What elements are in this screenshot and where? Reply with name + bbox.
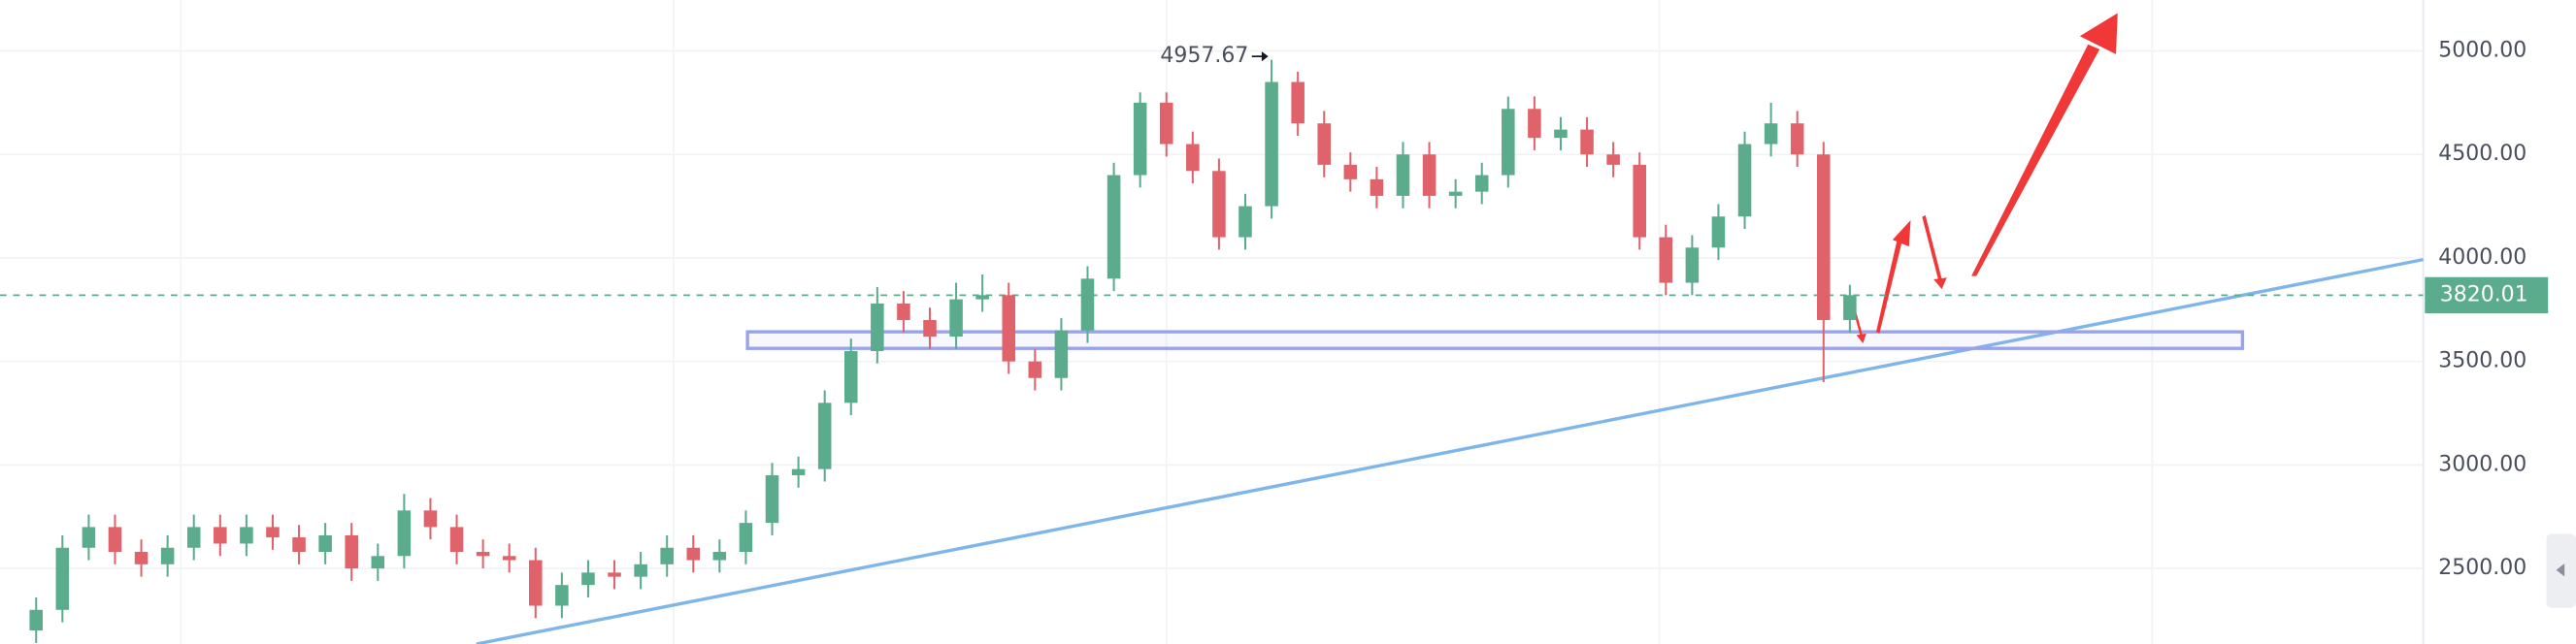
candle-body <box>1396 154 1410 196</box>
candle-body <box>1711 216 1726 248</box>
arrow-head <box>1933 277 1947 290</box>
candle-body <box>1448 191 1463 196</box>
candle-body <box>318 534 332 553</box>
last-price-label: 3820.01 <box>2440 282 2528 306</box>
candle-body <box>923 319 937 338</box>
candle-body <box>843 350 858 403</box>
last-price-box <box>2425 276 2549 313</box>
candle-body <box>1790 123 1804 155</box>
candle-body <box>345 534 358 569</box>
candle-body <box>55 547 70 610</box>
candle-body <box>1528 109 1541 139</box>
candle-body <box>1028 361 1042 378</box>
candle-body <box>581 572 595 586</box>
candle-body <box>1764 123 1778 145</box>
arrow-head <box>1892 219 1911 247</box>
y-tick-label: 3000.00 <box>2438 452 2526 476</box>
candle-body <box>1659 237 1673 283</box>
max-label: 4957.67 <box>1160 44 1248 68</box>
candle-body <box>1817 154 1831 320</box>
candle-body <box>897 303 910 320</box>
candle-body <box>1265 81 1278 207</box>
y-tick-label: 3500.00 <box>2438 349 2526 373</box>
candle-body <box>1343 164 1358 179</box>
scroll-arrow[interactable] <box>2556 564 2565 577</box>
candle-body <box>1080 278 1095 331</box>
candle-body <box>134 552 149 564</box>
candle-body <box>1370 178 1384 196</box>
candle-body <box>529 560 543 606</box>
candle-body <box>397 510 412 557</box>
candle-body <box>1212 171 1226 238</box>
candle-body <box>555 585 569 606</box>
candle-body <box>1580 129 1594 155</box>
candle-body <box>266 527 280 538</box>
candle-body <box>1685 247 1700 283</box>
y-tick-label: 2500.00 <box>2438 556 2526 580</box>
candle-body <box>82 527 96 548</box>
candle-body <box>1606 154 1620 165</box>
candle-body <box>975 295 989 300</box>
candle-body <box>29 609 44 631</box>
trendline <box>476 257 2424 644</box>
candle-body <box>739 523 753 553</box>
candle-body <box>949 299 963 338</box>
candle-body <box>1291 81 1305 124</box>
candle-body <box>1317 123 1332 165</box>
candle-body <box>1474 175 1489 192</box>
candle-body <box>871 303 884 351</box>
arrow <box>1922 214 1942 281</box>
candle-body <box>765 475 779 524</box>
candle-body <box>1238 206 1252 238</box>
candle-body <box>371 556 385 569</box>
annotations <box>476 257 2424 644</box>
candle-body <box>1002 295 1016 362</box>
candle-body <box>160 547 175 564</box>
candle-body <box>660 547 674 564</box>
candle-body <box>449 527 464 553</box>
candle-body <box>608 572 621 577</box>
y-tick-label: 4500.00 <box>2438 142 2526 166</box>
candle-body <box>186 527 201 548</box>
candle-body <box>1502 109 1515 176</box>
candle-body <box>476 552 490 557</box>
candle-body <box>817 402 832 469</box>
arrow <box>1971 44 2100 276</box>
candle-body <box>1186 144 1200 172</box>
candle-body <box>1633 164 1646 238</box>
arrow <box>1875 238 1903 334</box>
candle-body <box>712 552 727 561</box>
candle-body <box>1843 295 1857 320</box>
y-tick-label: 5000.00 <box>2438 39 2526 63</box>
candle-body <box>1054 330 1069 378</box>
candle-body <box>423 510 438 528</box>
candle-body <box>502 556 516 561</box>
candle-body <box>1159 102 1173 145</box>
support-zone <box>745 330 2245 350</box>
candle-body <box>1133 102 1147 176</box>
arrow-head <box>2079 13 2118 54</box>
candle-body <box>1737 144 1752 217</box>
candle-body <box>686 547 701 561</box>
candle-body <box>240 527 253 544</box>
candle-body <box>634 564 647 577</box>
arrows <box>1852 13 2118 344</box>
candle-body <box>292 537 306 553</box>
candle-body <box>1106 175 1121 279</box>
candle-body <box>108 527 122 553</box>
y-tick-label: 4000.00 <box>2438 245 2526 270</box>
candle-body <box>1554 129 1568 139</box>
candle-body <box>1422 154 1437 196</box>
candle-body <box>214 527 227 544</box>
max-pointer-head <box>1261 51 1269 62</box>
candle-body <box>791 468 806 476</box>
grid <box>0 0 2424 644</box>
